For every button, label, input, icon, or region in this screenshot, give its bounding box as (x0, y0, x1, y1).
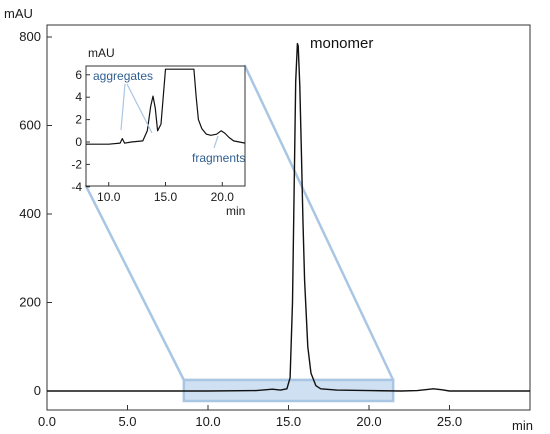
y-tick-label: 200 (19, 295, 41, 310)
inset-y-axis: 6 4 2 0 -2 -4 (71, 68, 90, 194)
y-tick-label: 400 (19, 206, 41, 221)
inset-x-tick-label: 15.0 (154, 190, 178, 204)
x-tick-label: 0.0 (38, 414, 56, 429)
main-chromatogram-line (47, 42, 530, 392)
fragments-pointer-line (213, 135, 219, 149)
inset-y-tick-label: -2 (71, 157, 82, 171)
inset-background (86, 66, 245, 186)
aggregates-label: aggregates (93, 69, 153, 83)
inset-y-tick-label: 0 (75, 135, 82, 149)
main-x-unit-label: min (512, 418, 533, 433)
fragments-label: fragments (192, 151, 245, 165)
monomer-label: monomer (310, 35, 373, 52)
aggregates-pointer-line (126, 83, 153, 134)
x-tick-label: 15.0 (276, 414, 301, 429)
inset-y-tick-label: -4 (71, 180, 82, 194)
main-x-axis: 0.0 5.0 10.0 15.0 20.0 25.0 (38, 405, 462, 429)
inset-y-tick-label: 6 (75, 68, 82, 82)
x-tick-label: 20.0 (356, 414, 381, 429)
x-tick-label: 5.0 (118, 414, 136, 429)
inset-x-axis: 10.0 15.0 20.0 (97, 182, 234, 204)
main-y-axis: 0 200 400 600 800 (19, 29, 52, 398)
inset-y-tick-label: 2 (75, 113, 82, 127)
y-tick-label: 0 (34, 383, 41, 398)
inset-y-tick-label: 4 (75, 90, 82, 104)
x-tick-label: 25.0 (437, 414, 462, 429)
inset-x-tick-label: 10.0 (97, 190, 121, 204)
aggregates-pointer-line (120, 83, 126, 131)
y-tick-label: 800 (19, 29, 41, 44)
x-tick-label: 10.0 (195, 414, 220, 429)
inset-x-tick-label: 20.0 (211, 190, 235, 204)
inset-chromatogram-line (86, 68, 246, 145)
y-tick-label: 600 (19, 118, 41, 133)
inset-y-unit-label: mAU (88, 46, 115, 60)
main-y-unit-label: mAU (4, 6, 33, 21)
inset-x-unit-label: min (226, 204, 245, 218)
